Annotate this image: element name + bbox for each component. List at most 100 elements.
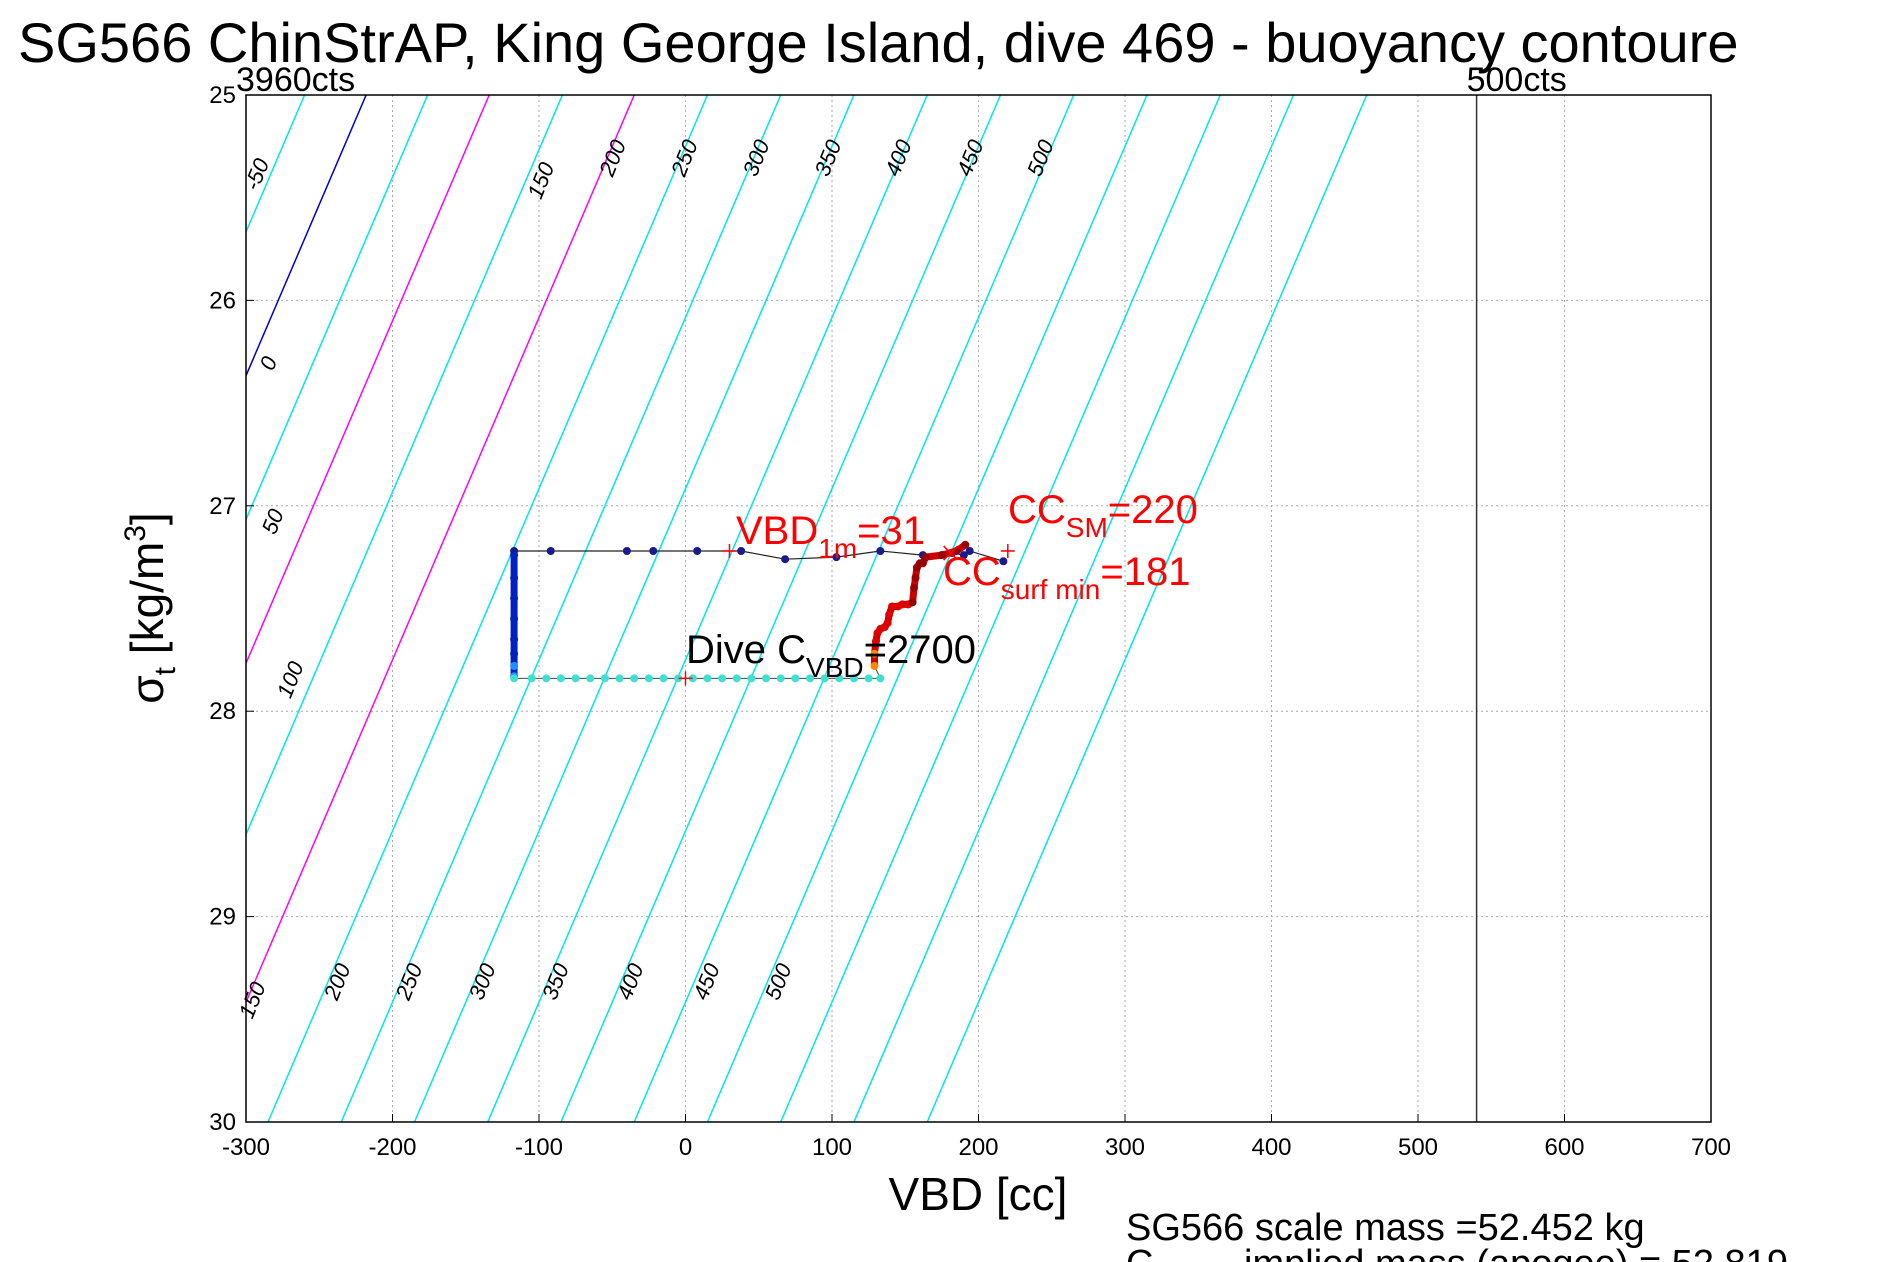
data-point-ascent (910, 583, 919, 592)
x-tick-label: 700 (1691, 1134, 1731, 1161)
x-tick-label: 400 (1251, 1134, 1291, 1161)
x-tick-label: -300 (222, 1134, 270, 1161)
contour-label: 350 (810, 136, 847, 180)
data-point-bottom (586, 674, 595, 683)
contour-line (487, 95, 928, 1122)
y-tick-label: 26 (209, 287, 236, 314)
data-point-descent-column (510, 614, 519, 623)
y-axis-ticks: 25 26 27 28 29 30 (209, 82, 254, 1136)
annotation-cc-surf-min-value: =181 (1100, 550, 1190, 594)
y-axis-label-sup: 3 (119, 525, 152, 542)
y-axis-label-main: [kg/m (121, 542, 173, 667)
x-tick-label: 200 (958, 1134, 998, 1161)
contour-label: 0 (254, 352, 282, 373)
data-point-ascent (870, 662, 879, 671)
data-point-bottom (615, 674, 624, 683)
contour-label: 300 (464, 959, 501, 1003)
contour-line (267, 95, 709, 1122)
data-point-descent-surface (737, 546, 746, 555)
data-point-bottom (542, 674, 551, 683)
contour-line (853, 95, 1295, 1122)
y-axis-label-sub: t (149, 666, 182, 675)
data-point-descent-surface (546, 546, 555, 555)
annotation-dive-c-vbd-sub: VBD (806, 652, 864, 683)
y-axis-label: σt [kg/m3] (119, 512, 182, 703)
contour-line (706, 95, 1148, 1122)
contour-line (340, 95, 782, 1122)
contour-label: 400 (880, 136, 917, 180)
data-point-bottom (674, 674, 683, 683)
data-point-bottom (659, 674, 668, 683)
data-point-bottom (644, 674, 653, 683)
data-point-ascent (908, 598, 917, 607)
contour-label: 200 (594, 136, 632, 181)
contour-label: 250 (666, 136, 704, 181)
data-point-ascent (911, 573, 920, 582)
contour-label: 100 (272, 657, 309, 701)
data-point-descent-surface (622, 546, 631, 555)
data-point-bottom (849, 674, 858, 683)
contour-label: 200 (318, 959, 356, 1004)
annotation-cc-sm-sub: SM (1066, 512, 1108, 543)
contour-line (560, 95, 1002, 1122)
annotation-cc-sm-main: CC (1008, 488, 1066, 532)
contour-label: 350 (537, 959, 574, 1003)
chart-title: SG566 ChinStrAP, King George Island, div… (18, 11, 1738, 74)
y-axis-label-sigma: σ (121, 675, 173, 703)
annotation-dive-c-vbd-value: =2700 (864, 628, 976, 672)
data-point-ascent (871, 637, 880, 646)
data-point-descent-surface (649, 546, 658, 555)
y-tick-label: 25 (209, 82, 236, 109)
contour-label: 50 (257, 505, 290, 538)
data-point-descent-column (510, 649, 519, 658)
data-point-descent-surface (781, 555, 790, 564)
contour-line (246, 95, 429, 522)
footer-implied-mass-text: implied mass (apogee) = 52.819 (1244, 1243, 1788, 1262)
contour-line (246, 95, 635, 1005)
data-point-ascent (870, 649, 879, 658)
annotation-vbd-1m-value: =31 (857, 509, 925, 553)
annotation-dive-c-vbd-main: Dive C (686, 628, 806, 672)
contour-label: 450 (688, 959, 725, 1003)
data-point-bottom (806, 674, 815, 683)
data-point-ascent (898, 600, 907, 609)
data-point-bottom (703, 674, 712, 683)
annotation-vbd-1m-sub: 1m (818, 533, 857, 564)
x-tick-label: 500 (1398, 1134, 1438, 1161)
contour-label: 300 (738, 136, 775, 180)
y-tick-label: 27 (209, 493, 236, 520)
data-point-descent-surface (965, 546, 974, 555)
data-point-bottom (688, 674, 697, 683)
footer-implied-mass-prefix: C (1126, 1243, 1153, 1262)
plot-frame (245, 94, 1712, 1123)
x-marker-b (943, 545, 959, 561)
data-point-bottom (571, 674, 580, 683)
data-point-bottom (876, 674, 885, 683)
data-point-descent-surface (876, 546, 885, 555)
reference-markers (678, 543, 1015, 686)
annotation-cc-surf-min-sub: surf min (1001, 574, 1101, 605)
contour-line (633, 95, 1075, 1122)
data-point-bottom (835, 674, 844, 683)
data-point-ascent (961, 540, 970, 549)
data-point-descent-column (510, 551, 519, 560)
data-point-bottom (718, 674, 727, 683)
data-point-ascent (937, 551, 946, 560)
footer-scale-mass: SG566 scale mass =52.452 kg (1126, 1207, 1645, 1249)
data-point-bottom (556, 674, 565, 683)
data-point-bottom (762, 674, 771, 683)
data-point-descent-surface (959, 551, 968, 560)
data-point-bottom (600, 674, 609, 683)
annotation-vbd-1m-main: VBD (736, 509, 818, 553)
data-point-descent-column (510, 662, 519, 671)
y-tick-label: 28 (209, 698, 236, 725)
annotation-vbd-1m: VBD1m=31 (736, 509, 925, 564)
contour-label: 450 (952, 136, 989, 180)
contour-line (246, 95, 490, 666)
annotation-cc-sm-value: =220 (1108, 488, 1198, 532)
x-axis-ticks: -300 -200 -100 0 100 200 300 400 500 600 700 (222, 1114, 1731, 1161)
x-tick-label: 300 (1105, 1134, 1145, 1161)
data-point-bottom (510, 674, 519, 683)
data-series (510, 540, 1008, 683)
